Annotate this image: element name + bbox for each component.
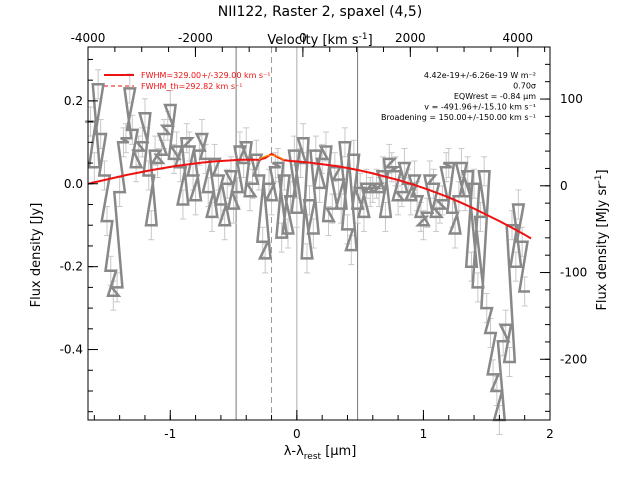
legend-label-1: FWHM_th=292.82 km s⁻¹: [141, 82, 242, 91]
right-tick-label: -200: [560, 352, 587, 366]
y-tick-label: 0.2: [64, 94, 83, 108]
y-tick-label: 0.0: [64, 177, 83, 191]
legend-label-0: FWHM=329.00+/-329.00 km s⁻¹: [141, 71, 271, 80]
x-tick-label: 0: [293, 427, 301, 441]
annotation-3: v = -491.96+/-15.10 km s⁻¹: [424, 103, 536, 112]
top-tick-label: 4000: [502, 31, 533, 45]
annotation-0: 4.42e-19+/-6.26e-19 W m⁻²: [424, 71, 536, 80]
spectrum-series-line: [85, 83, 530, 422]
y-axis-label: Flux density [Jy]: [29, 203, 44, 308]
y-tick-label: -0.2: [60, 260, 83, 274]
annotation-2: EQWrest = -0.84 μm: [454, 92, 536, 101]
annotation-4: Broadening = 150.00+/-150.00 km s⁻¹: [381, 113, 536, 122]
top-tick-label: 2000: [395, 31, 426, 45]
x-tick-label: 1: [420, 427, 428, 441]
line-component: [258, 154, 285, 161]
x-axis-label: λ-λrest [μm]: [284, 444, 357, 462]
y-tick-label: -0.4: [60, 343, 83, 357]
top-tick-label: 0: [299, 31, 307, 45]
fit-series-line: [87, 152, 532, 240]
top-axis-label: Velocity [km s-1]: [267, 32, 372, 48]
x-tick-label: -1: [164, 427, 176, 441]
annotation-1: 0.70σ: [513, 82, 536, 91]
chart-title: NII122, Raster 2, spaxel (4,5): [218, 4, 423, 20]
top-tick-label: -2000: [178, 31, 213, 45]
top-tick-label: -4000: [71, 31, 106, 45]
x-tick-label: 2: [546, 427, 554, 441]
plot-frame: [87, 46, 551, 421]
right-axis-label: Flux density [MJy sr-1]: [594, 169, 610, 310]
right-tick-label: -100: [560, 266, 587, 280]
right-tick-label: 0: [560, 179, 568, 193]
right-tick-label: 100: [560, 92, 583, 106]
